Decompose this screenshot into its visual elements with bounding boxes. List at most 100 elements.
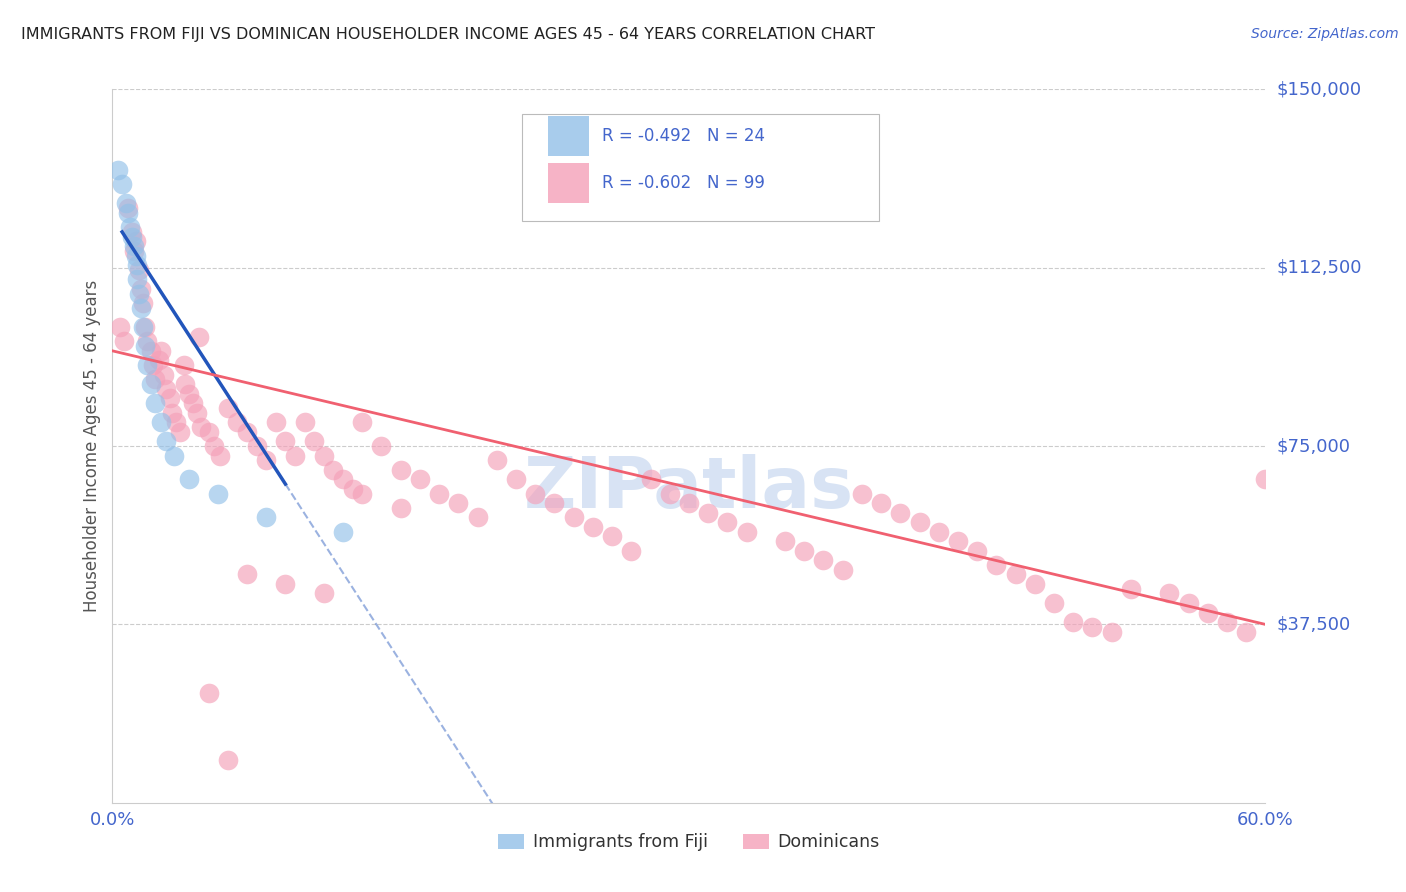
Point — [322, 463, 344, 477]
Point — [284, 449, 307, 463]
Text: IMMIGRANTS FROM FIJI VS DOMINICAN HOUSEHOLDER INCOME AGES 45 - 64 YEARS CORRELAT: IMMIGRANTS FROM FIJI VS DOMINICAN HOUSEH… — [21, 27, 875, 42]
Point — [1159, 586, 1181, 600]
Point — [118, 220, 141, 235]
Point — [447, 496, 470, 510]
Point — [658, 486, 681, 500]
Point — [352, 415, 374, 429]
Point — [1177, 596, 1199, 610]
Point — [160, 406, 183, 420]
Point — [620, 543, 643, 558]
Point — [217, 401, 239, 415]
Point — [312, 586, 335, 600]
Point — [485, 453, 508, 467]
Point — [582, 520, 605, 534]
Point — [226, 415, 249, 429]
Point — [294, 415, 316, 429]
Point — [678, 496, 700, 510]
Point — [716, 515, 738, 529]
Point — [697, 506, 720, 520]
Point — [1043, 596, 1066, 610]
Point — [117, 206, 139, 220]
Point — [1081, 620, 1104, 634]
Point — [1234, 624, 1257, 639]
Point — [112, 334, 135, 349]
Point — [127, 272, 149, 286]
Point — [202, 439, 225, 453]
Text: R = -0.492   N = 24: R = -0.492 N = 24 — [602, 127, 765, 145]
Point — [274, 577, 297, 591]
Point — [1119, 582, 1142, 596]
Point — [121, 229, 143, 244]
Point — [640, 472, 662, 486]
Point — [174, 377, 197, 392]
Point — [134, 320, 156, 334]
Point — [186, 406, 208, 420]
Point — [908, 515, 931, 529]
Point — [136, 334, 159, 349]
Point — [155, 434, 177, 449]
Point — [207, 486, 229, 500]
Point — [143, 396, 166, 410]
Point — [129, 282, 153, 296]
Point — [427, 486, 450, 500]
FancyBboxPatch shape — [548, 117, 589, 156]
Point — [274, 434, 297, 449]
Point — [179, 386, 201, 401]
Point — [332, 524, 354, 539]
Point — [467, 510, 489, 524]
Point — [122, 239, 145, 253]
Point — [142, 358, 165, 372]
Point — [264, 415, 287, 429]
Point — [128, 263, 150, 277]
Point — [155, 382, 177, 396]
Point — [735, 524, 758, 539]
Point — [217, 753, 239, 767]
Point — [124, 235, 146, 249]
Point — [187, 329, 211, 343]
Legend: Immigrants from Fiji, Dominicans: Immigrants from Fiji, Dominicans — [491, 827, 887, 858]
Point — [332, 472, 354, 486]
Point — [124, 249, 146, 263]
Point — [128, 286, 150, 301]
Point — [121, 225, 143, 239]
Point — [409, 472, 432, 486]
Point — [304, 434, 326, 449]
Point — [134, 339, 156, 353]
Point — [136, 358, 159, 372]
Point — [165, 415, 187, 429]
Point — [1101, 624, 1123, 639]
Point — [153, 368, 176, 382]
Point — [793, 543, 815, 558]
Point — [342, 482, 364, 496]
Text: $75,000: $75,000 — [1277, 437, 1351, 455]
Point — [132, 320, 155, 334]
Point — [946, 534, 969, 549]
Point — [986, 558, 1008, 572]
Point — [209, 449, 232, 463]
Point — [370, 439, 392, 453]
Point — [389, 463, 412, 477]
Point — [813, 553, 835, 567]
Point — [1216, 615, 1239, 629]
Point — [197, 686, 219, 700]
Point — [190, 420, 212, 434]
Point — [149, 343, 172, 358]
Text: $112,500: $112,500 — [1277, 259, 1362, 277]
Point — [1062, 615, 1084, 629]
Point — [236, 567, 259, 582]
Point — [312, 449, 335, 463]
Point — [1254, 472, 1277, 486]
Text: Source: ZipAtlas.com: Source: ZipAtlas.com — [1251, 27, 1399, 41]
Text: ZIPatlas: ZIPatlas — [524, 454, 853, 524]
Point — [389, 500, 412, 515]
Y-axis label: Householder Income Ages 45 - 64 years: Householder Income Ages 45 - 64 years — [83, 280, 101, 612]
Point — [245, 439, 267, 453]
Point — [179, 472, 201, 486]
Point — [966, 543, 988, 558]
Point — [889, 506, 911, 520]
Point — [562, 510, 585, 524]
Point — [117, 201, 139, 215]
Point — [1004, 567, 1026, 582]
Point — [1197, 606, 1219, 620]
FancyBboxPatch shape — [522, 114, 879, 221]
